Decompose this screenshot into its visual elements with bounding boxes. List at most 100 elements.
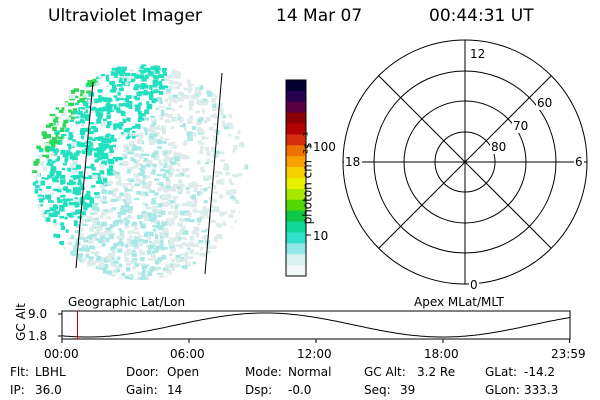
uv-pixel — [39, 204, 43, 207]
uv-pixel — [95, 82, 101, 85]
uv-pixel — [70, 163, 76, 168]
uv-pixel — [103, 236, 108, 242]
uv-pixel — [109, 170, 115, 173]
uv-pixel — [42, 166, 48, 171]
uv-pixel — [177, 222, 183, 227]
uv-pixel — [162, 163, 168, 168]
uv-pixel — [208, 197, 213, 200]
uv-pixel — [220, 181, 225, 185]
uv-pixel — [192, 208, 198, 213]
uv-pixel — [131, 133, 136, 139]
uv-pixel — [53, 188, 59, 192]
uv-pixel — [94, 192, 100, 195]
uv-pixel — [186, 131, 192, 137]
uv-pixel — [119, 235, 125, 240]
uv-pixel — [179, 210, 185, 216]
uv-pixel — [93, 127, 99, 133]
uv-pixel — [91, 224, 96, 229]
uv-pixel — [142, 239, 148, 244]
uv-pixel — [155, 70, 160, 74]
uv-pixel — [151, 119, 157, 122]
uv-pixel — [72, 139, 76, 143]
uv-pixel — [179, 98, 185, 102]
uv-pixel — [95, 195, 101, 199]
uv-pixel — [53, 204, 58, 207]
uv-pixel — [45, 145, 50, 150]
uv-pixel — [74, 205, 79, 208]
uv-pixel — [89, 122, 94, 125]
uv-pixel — [126, 100, 133, 106]
uv-pixel — [87, 235, 93, 241]
uv-pixel — [151, 205, 157, 210]
uv-pixel — [212, 103, 217, 109]
uv-pixel — [142, 202, 147, 205]
uv-pixel — [133, 159, 139, 163]
uv-pixel — [124, 196, 131, 201]
uv-pixel — [63, 186, 69, 191]
uv-pixel — [152, 170, 156, 175]
uv-pixel — [194, 91, 201, 96]
uv-pixel — [171, 108, 175, 111]
uv-pixel — [176, 71, 182, 76]
uv-pixel — [154, 132, 160, 137]
uv-pixel — [186, 79, 191, 85]
uv-pixel — [164, 138, 170, 141]
uv-pixel — [48, 122, 54, 127]
uv-pixel — [115, 196, 122, 202]
uv-pixel — [178, 164, 182, 167]
uv-pixel — [138, 234, 142, 239]
uv-pixel — [156, 146, 162, 149]
uv-pixel — [171, 116, 177, 122]
uv-pixel — [139, 276, 145, 280]
polar-label-0: 0 — [470, 278, 478, 292]
uv-pixel — [41, 177, 46, 180]
uv-pixel — [123, 155, 128, 159]
uv-pixel — [144, 264, 149, 267]
uv-pixel — [162, 173, 167, 178]
uv-pixel — [211, 199, 217, 203]
uv-pixel — [178, 180, 183, 186]
uv-pixel — [88, 245, 95, 249]
uv-pixel — [232, 197, 238, 202]
uv-pixel — [153, 192, 159, 196]
uv-pixel — [47, 174, 52, 179]
uv-pixel — [190, 250, 194, 255]
uv-pixel — [150, 242, 154, 247]
uv-pixel — [164, 270, 169, 273]
uv-pixel — [111, 207, 117, 211]
uv-pixel — [92, 172, 96, 176]
uv-pixel — [198, 240, 204, 244]
uv-pixel — [118, 79, 124, 83]
uv-pixel — [145, 192, 149, 197]
uv-pixel — [111, 67, 118, 71]
uv-pixel — [57, 140, 63, 145]
uv-pixel — [178, 91, 184, 96]
uv-pixel — [124, 128, 130, 131]
uv-pixel — [146, 67, 151, 73]
uv-pixel — [168, 242, 172, 245]
uv-pixel — [162, 234, 167, 239]
uv-pixel — [228, 193, 234, 196]
uv-pixel — [232, 175, 239, 178]
uv-pixel — [79, 97, 86, 103]
uv-pixel — [125, 193, 131, 197]
uv-pixel — [203, 253, 207, 257]
uv-pixel — [105, 255, 109, 259]
uv-pixel — [156, 182, 160, 186]
uv-pixel — [118, 228, 123, 231]
uv-pixel — [52, 177, 57, 182]
colorbar-swatch — [286, 145, 306, 157]
uv-pixel — [162, 70, 166, 73]
uv-pixel — [161, 220, 165, 223]
uv-pixel — [132, 249, 136, 252]
uv-pixel — [195, 123, 202, 126]
ip-value: 36.0 — [35, 383, 62, 397]
uv-pixel — [105, 237, 110, 243]
uv-pixel — [134, 231, 140, 234]
uv-pixel — [57, 136, 64, 140]
uv-pixel — [144, 117, 149, 121]
uv-pixel — [119, 183, 126, 187]
seq-value: 39 — [400, 383, 416, 397]
uv-pixel — [52, 212, 58, 217]
uv-pixel — [196, 185, 202, 188]
